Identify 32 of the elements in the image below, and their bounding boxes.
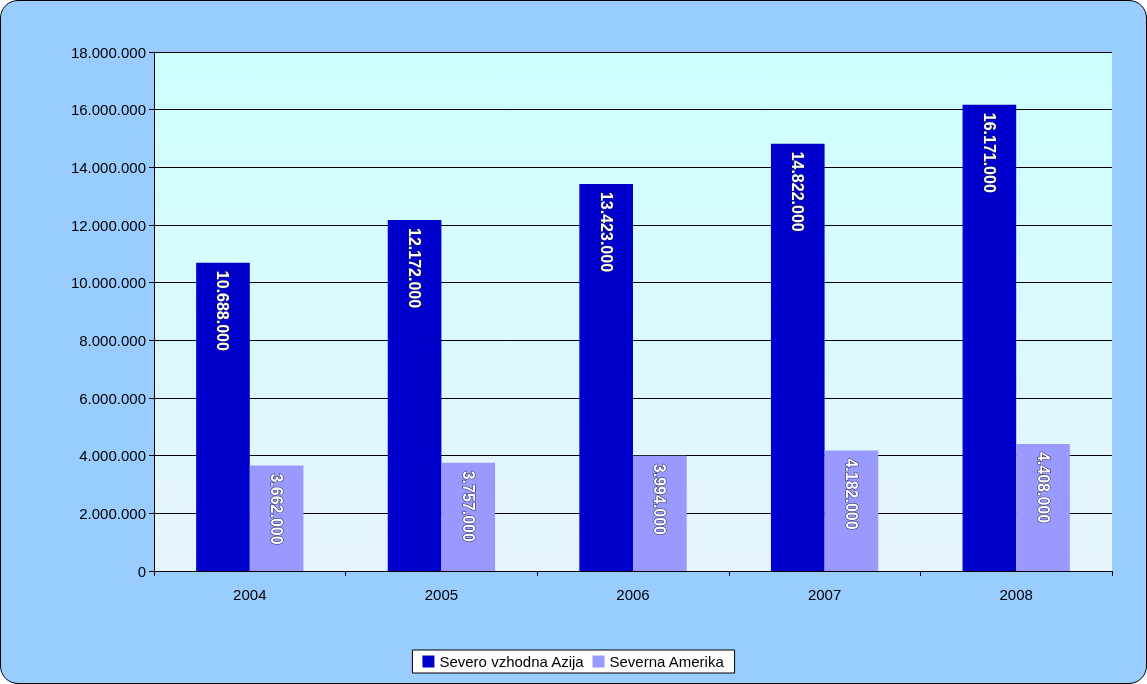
y-tick-label: 8.000.000 [79,331,146,349]
data-label: 4.182.000 [842,458,860,530]
y-tick-label: 6.000.000 [79,389,146,407]
x-tick-label: 2006 [616,586,650,603]
data-label: 3.994.000 [651,463,669,536]
y-tick-label: 4.000.000 [79,447,146,465]
y-tick-label: 10.000.000 [70,274,146,292]
data-label: 10.688.000 [214,270,232,352]
x-tick-label: 2004 [233,586,267,603]
data-label: 13.423.000 [597,191,615,273]
bar [196,262,250,571]
y-tick-label: 0 [137,562,146,580]
legend-label: Severna Amerika [609,653,725,670]
data-label: 12.172.000 [406,228,424,309]
data-label: 14.822.000 [789,151,807,232]
bar [579,183,633,571]
y-tick-label: 16.000.000 [70,101,146,119]
y-tick-label: 14.000.000 [70,158,146,176]
y-tick-label: 2.000.000 [79,504,146,522]
y-tick-label: 18.000.000 [70,43,146,61]
bar [962,104,1017,571]
data-label: 3.662.000 [268,473,286,545]
bar [770,143,825,571]
x-tick-label: 2005 [424,586,459,603]
x-tick-label: 2007 [807,586,842,603]
bar [387,220,442,571]
x-tick-label: 2008 [999,586,1033,603]
data-label: 16.171.000 [980,112,998,193]
data-label: 4.408.000 [1034,451,1052,524]
data-label: 3.757.000 [459,470,477,542]
y-tick-label: 12.000.000 [70,216,146,234]
legend-label: Severo vzhodna Azija [439,653,585,670]
